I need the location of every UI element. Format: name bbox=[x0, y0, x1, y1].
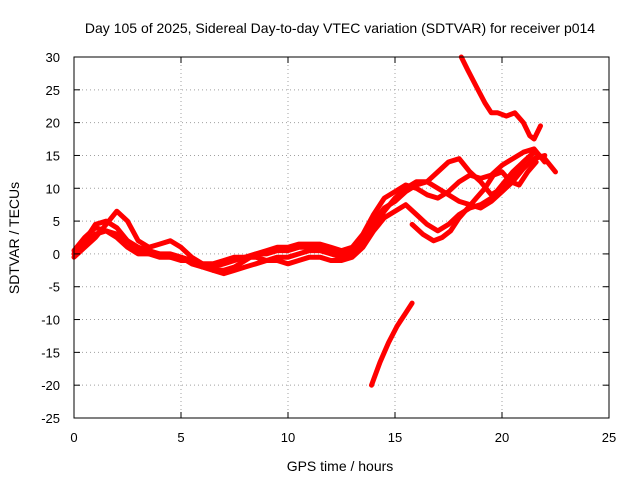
series-track-6 bbox=[458, 54, 543, 142]
chart-title: Day 105 of 2025, Sidereal Day-to-day VTE… bbox=[85, 20, 595, 36]
y-tick-label: 10 bbox=[46, 181, 60, 196]
x-tick-label: 10 bbox=[281, 430, 295, 445]
y-tick-label: 0 bbox=[53, 247, 60, 262]
y-tick-label: 5 bbox=[53, 214, 60, 229]
x-tick-label: 0 bbox=[70, 430, 77, 445]
y-tick-label: -10 bbox=[41, 313, 60, 328]
y-tick-label: -15 bbox=[41, 345, 60, 360]
x-tick-label: 15 bbox=[388, 430, 402, 445]
y-tick-label: -20 bbox=[41, 378, 60, 393]
y-tick-label: 30 bbox=[46, 50, 60, 65]
y-tick-label: 15 bbox=[46, 148, 60, 163]
grid bbox=[74, 57, 609, 418]
series-track-3 bbox=[71, 149, 537, 277]
y-axis-label: SDTVAR / TECUs bbox=[6, 182, 22, 294]
x-tick-label: 20 bbox=[495, 430, 509, 445]
x-tick-label: 25 bbox=[602, 430, 616, 445]
y-tick-label: 20 bbox=[46, 116, 60, 131]
x-tick-labels: 0 5 10 15 20 25 bbox=[70, 57, 616, 445]
series-track-7 bbox=[369, 300, 415, 388]
series-track-2 bbox=[71, 146, 548, 270]
plot-frame bbox=[73, 56, 610, 419]
y-tick-label: -5 bbox=[48, 280, 60, 295]
x-tick-label: 5 bbox=[177, 430, 184, 445]
series-track-4 bbox=[71, 149, 558, 267]
y-tick-label: -25 bbox=[41, 411, 60, 426]
data-series bbox=[71, 54, 558, 388]
x-axis-label: GPS time / hours bbox=[287, 458, 394, 474]
y-tick-labels: -25 -20 -15 -10 -5 0 5 10 15 20 25 30 bbox=[41, 50, 609, 426]
series-track-5 bbox=[409, 159, 539, 244]
y-tick-label: 25 bbox=[46, 83, 60, 98]
